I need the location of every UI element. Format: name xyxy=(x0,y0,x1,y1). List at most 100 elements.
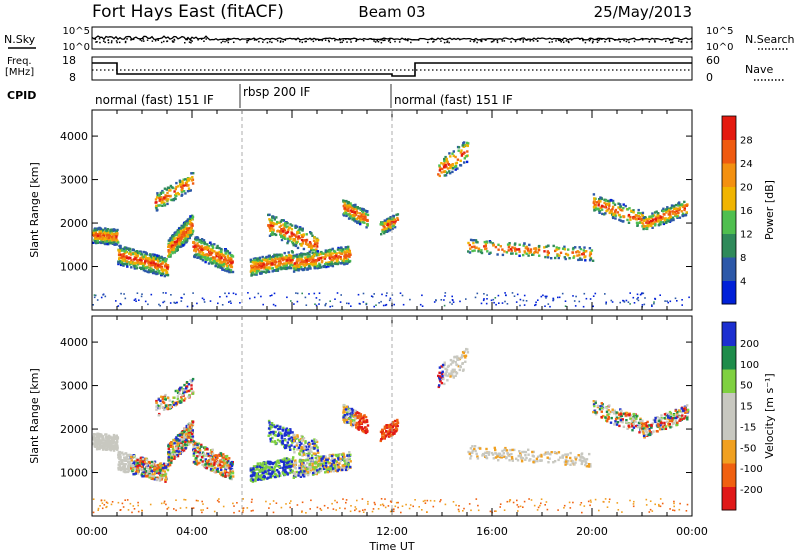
echo-cell xyxy=(123,246,127,249)
echo-cell xyxy=(196,450,200,454)
noise-search-dot xyxy=(551,41,553,43)
ground-scatter xyxy=(120,303,122,306)
echo-cell xyxy=(259,260,262,264)
echo-cell xyxy=(180,446,184,450)
echo-cell xyxy=(107,441,110,445)
ground-scatter xyxy=(290,300,292,302)
echo-cell xyxy=(92,241,95,244)
echo-cell xyxy=(275,268,278,272)
echo-cell xyxy=(251,261,255,264)
ground-scatter xyxy=(119,302,122,305)
echo-cell xyxy=(300,238,304,242)
echo-cell xyxy=(633,215,637,219)
echo-cell xyxy=(185,424,189,428)
echo-cell xyxy=(280,257,284,260)
echo-cell xyxy=(231,270,235,274)
cpid-panel: CPID normal (fast) 151 IF rbsp 200 IF no… xyxy=(7,84,513,108)
echo-cell xyxy=(583,256,586,259)
echo-cell xyxy=(223,249,227,252)
echo-cell xyxy=(558,254,561,257)
echo-cell xyxy=(95,438,98,441)
echo-cell xyxy=(210,257,213,260)
echo-cell xyxy=(612,216,615,220)
echo-cell xyxy=(128,460,131,463)
noise-search-dot xyxy=(338,38,341,40)
echo-cell xyxy=(187,440,190,443)
echo-cell xyxy=(101,435,105,438)
echo-cell xyxy=(141,465,144,468)
echo-cell xyxy=(307,259,311,262)
echo-cell xyxy=(121,253,124,256)
echo-cell xyxy=(641,211,645,215)
noise-search-dot xyxy=(349,38,352,41)
echo-cell xyxy=(655,215,658,219)
echo-cell xyxy=(297,269,300,272)
echo-cell xyxy=(268,262,272,265)
echo-cell xyxy=(93,227,97,230)
echo-cell xyxy=(545,245,548,248)
echo-cell xyxy=(201,256,204,259)
echo-cell xyxy=(187,443,191,446)
echo-cell xyxy=(564,257,567,261)
echo-cell xyxy=(188,232,192,236)
echo-cell xyxy=(311,251,314,255)
echo-cell xyxy=(484,243,488,246)
ground-scatter xyxy=(544,305,546,307)
echo-cell xyxy=(266,466,269,469)
echo-cell xyxy=(188,389,192,392)
ground-scatter xyxy=(249,297,251,300)
echo-cell xyxy=(316,245,319,248)
echo-cell xyxy=(272,222,275,225)
echo-cell xyxy=(457,146,461,149)
echo-cell xyxy=(250,474,253,477)
echo-cell xyxy=(346,202,350,205)
echo-cell xyxy=(667,213,670,216)
echo-cell xyxy=(256,259,260,262)
echo-cell xyxy=(324,250,327,254)
echo-cell xyxy=(213,463,216,466)
ground-scatter xyxy=(286,296,288,299)
echo-cell xyxy=(470,245,474,249)
echo-cell xyxy=(268,266,271,269)
echo-cell xyxy=(316,253,319,256)
echo-cell xyxy=(489,241,492,244)
echo-cell xyxy=(156,254,159,257)
echo-cell xyxy=(343,201,346,204)
echo-cell xyxy=(92,231,95,235)
noise-search-dot xyxy=(522,39,525,41)
echo-cell xyxy=(180,188,184,192)
ground-scatter xyxy=(399,292,402,294)
echo-cell xyxy=(507,249,510,252)
echo-cell xyxy=(191,437,194,441)
echo-cell xyxy=(266,270,269,273)
ground-scatter xyxy=(104,295,107,298)
echo-cell xyxy=(465,144,468,147)
echo-cell xyxy=(283,460,286,463)
ground-scatter xyxy=(269,295,272,297)
echo-cell xyxy=(291,469,294,472)
echo-cell xyxy=(256,257,259,261)
echo-cell xyxy=(185,228,188,231)
echo-cell xyxy=(595,201,599,204)
ground-scatter xyxy=(175,301,178,304)
echo-cell xyxy=(158,194,161,197)
echo-cell xyxy=(195,239,198,242)
noise-search-dot xyxy=(319,38,321,41)
echo-cell xyxy=(101,238,104,241)
echo-cell xyxy=(207,256,210,260)
echo-cell xyxy=(268,218,271,221)
echo-cell xyxy=(151,477,155,481)
echo-cell xyxy=(276,220,279,224)
echo-cell xyxy=(159,256,162,259)
noise-search-dot xyxy=(318,39,320,42)
noise-search-dot xyxy=(339,41,342,44)
echo-cell xyxy=(182,389,185,392)
echo-cell xyxy=(278,225,281,229)
echo-cell xyxy=(362,208,365,211)
echo-cell xyxy=(503,250,506,253)
echo-cell xyxy=(683,207,686,210)
echo-cell xyxy=(279,255,282,258)
echo-cell xyxy=(440,162,443,165)
echo-cell xyxy=(224,458,228,461)
echo-cell xyxy=(267,476,270,479)
